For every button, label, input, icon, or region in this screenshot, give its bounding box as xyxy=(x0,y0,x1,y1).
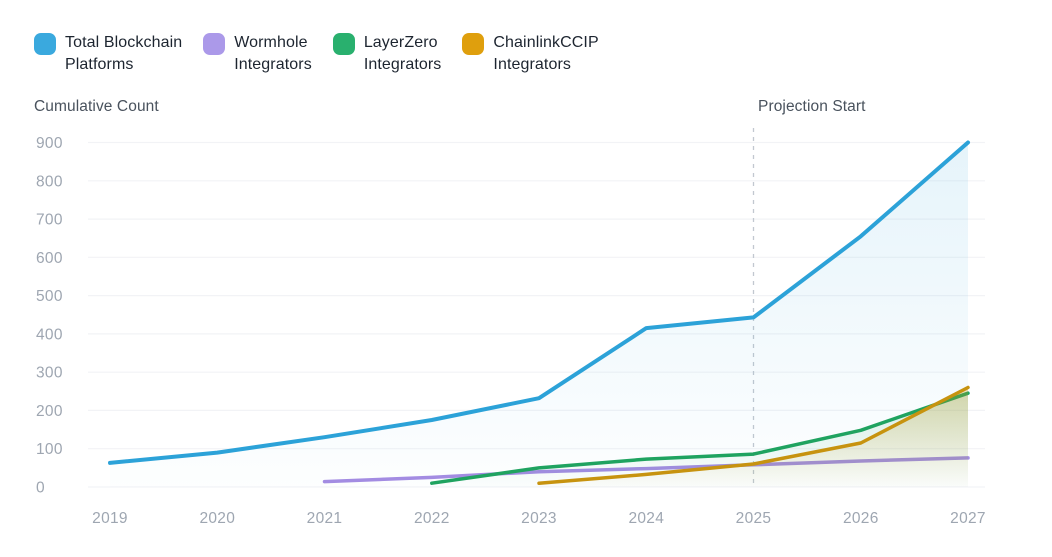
legend-label: Wormhole Integrators xyxy=(234,34,312,74)
legend-label: ChainlinkCCIP Integrators xyxy=(493,34,599,74)
legend-label: LayerZero Integrators xyxy=(363,34,442,74)
projection-start-label: Projection Start xyxy=(758,98,866,115)
legend-item-layerzero-integrators[interactable]: LayerZero Integrators xyxy=(332,32,442,77)
svg-text:0: 0 xyxy=(36,480,45,497)
svg-text:600: 600 xyxy=(36,250,63,267)
svg-text:2020: 2020 xyxy=(199,510,235,527)
y-axis-title: Cumulative Count xyxy=(34,98,159,115)
legend-swatch-green xyxy=(332,33,355,55)
svg-text:200: 200 xyxy=(36,403,63,420)
svg-text:2023: 2023 xyxy=(521,510,557,527)
svg-text:2024: 2024 xyxy=(628,510,664,527)
svg-text:2026: 2026 xyxy=(843,510,879,527)
svg-text:700: 700 xyxy=(36,212,63,229)
legend-item-wormhole-integrators[interactable]: Wormhole Integrators xyxy=(203,32,312,77)
svg-text:800: 800 xyxy=(36,173,63,190)
svg-text:400: 400 xyxy=(36,326,63,343)
svg-text:500: 500 xyxy=(36,288,63,305)
legend-item-chainlinkccip-integrators[interactable]: ChainlinkCCIP Integrators xyxy=(462,32,599,77)
legend-item-total-blockchain-platforms[interactable]: Total Blockchain Platforms xyxy=(34,32,182,77)
svg-text:2025: 2025 xyxy=(736,510,772,527)
svg-text:100: 100 xyxy=(36,441,63,458)
legend-swatch-purple xyxy=(203,33,226,55)
svg-text:2022: 2022 xyxy=(414,510,450,527)
legend-label: Total Blockchain Platforms xyxy=(65,34,183,74)
svg-text:900: 900 xyxy=(36,135,63,152)
chart-legend: Total Blockchain Platforms Wormhole Inte… xyxy=(34,32,599,77)
svg-text:300: 300 xyxy=(36,365,63,382)
svg-text:2027: 2027 xyxy=(950,510,986,527)
svg-text:2021: 2021 xyxy=(307,510,343,527)
legend-swatch-blue xyxy=(34,33,56,55)
legend-swatch-orange xyxy=(462,33,485,55)
svg-text:2019: 2019 xyxy=(92,510,128,527)
